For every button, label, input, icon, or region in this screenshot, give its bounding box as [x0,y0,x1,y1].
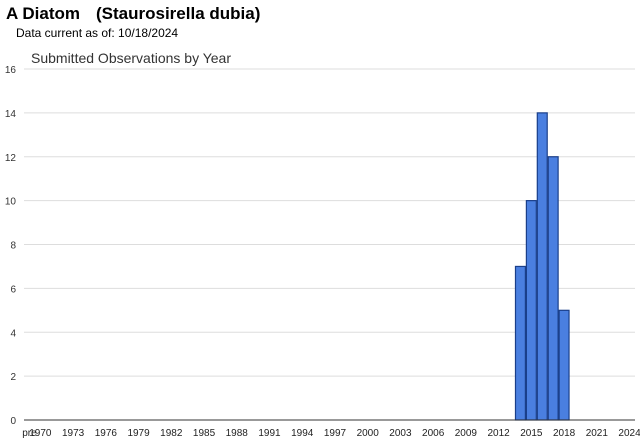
x-tick-label: 1970 [29,428,52,439]
x-tick-label: 2018 [553,428,576,439]
y-tick-label: 10 [5,197,17,208]
scientific-name: (Staurosirella dubia) [96,4,261,23]
x-tick-label: 1982 [160,428,183,439]
x-tick-label: 1994 [291,428,314,439]
x-tick-label: 2012 [487,428,510,439]
y-tick-label: 16 [5,65,17,76]
x-tick-label: 1991 [258,428,281,439]
x-tick-label: 2006 [422,428,445,439]
bar-2014 [514,265,526,421]
page-title: A Diatom (Staurosirella dubia) [6,4,260,24]
bar-2017 [547,156,559,421]
y-tick-label: 14 [5,109,17,120]
y-tick-label: 0 [10,416,16,427]
x-tick-label: 1997 [324,428,347,439]
x-tick-label: 1973 [62,428,85,439]
x-tick-label: 2015 [520,428,543,439]
chart-title: Submitted Observations by Year [31,50,231,66]
x-tick-label: 2009 [455,428,478,439]
y-axis-ticks: 0 2 4 6 8 10 12 14 16 [5,65,17,427]
x-tick-label: 1985 [193,428,216,439]
chart-bars [514,112,570,421]
y-tick-label: 2 [10,372,16,383]
common-name: A Diatom [6,4,80,23]
x-tick-label: 2000 [357,428,380,439]
bar-2018 [558,309,570,421]
x-tick-label: 1988 [226,428,249,439]
x-tick-label: 1976 [95,428,118,439]
y-tick-label: 6 [10,284,16,295]
x-tick-label: pre [22,428,37,439]
x-tick-label: 2024 [618,428,640,439]
bar-2015 [525,200,537,421]
y-tick-label: 8 [10,241,16,252]
x-tick-label: 2003 [389,428,412,439]
y-tick-label: 12 [5,153,17,164]
data-current-note: Data current as of: 10/18/2024 [16,26,179,40]
x-tick-label: 2021 [586,428,609,439]
y-tick-label: 4 [10,328,16,339]
x-tick-label: 1979 [127,428,150,439]
bar-2016 [536,112,548,421]
